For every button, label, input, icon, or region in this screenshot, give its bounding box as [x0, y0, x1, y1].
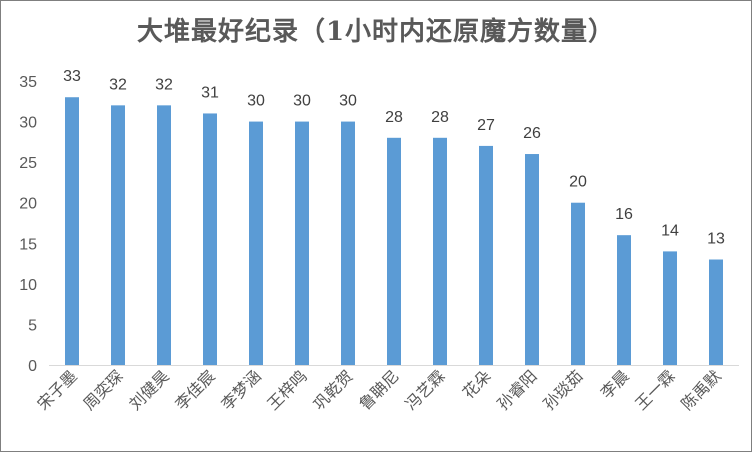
- category-label: 巩乾贺: [309, 366, 356, 413]
- chart-title: 大堆最好纪录（1小时内还原魔方数量）: [136, 17, 616, 47]
- bar: [341, 121, 355, 365]
- bar: [157, 105, 171, 365]
- bar: [663, 251, 677, 365]
- y-tick-label: 10: [19, 277, 37, 294]
- category-label: 花朵: [459, 366, 495, 402]
- y-tick-label: 20: [19, 196, 37, 213]
- data-label: 14: [661, 222, 679, 239]
- y-tick-label: 35: [19, 74, 37, 91]
- bar: [617, 235, 631, 365]
- category-label: 王一霖: [631, 366, 678, 413]
- data-label: 13: [707, 231, 725, 248]
- category-label: 孙睿阳: [493, 366, 540, 413]
- data-label: 32: [155, 76, 173, 93]
- category-label: 刘健昊: [125, 366, 172, 413]
- data-label: 30: [293, 93, 311, 110]
- data-label: 32: [109, 76, 127, 93]
- data-label: 31: [201, 84, 219, 101]
- bar: [433, 137, 447, 365]
- data-label: 16: [615, 206, 633, 223]
- data-label: 20: [569, 174, 587, 191]
- y-tick-label: 25: [19, 155, 37, 172]
- bar: [249, 121, 263, 365]
- category-label: 王梓鸣: [263, 366, 310, 413]
- data-label: 30: [339, 93, 357, 110]
- data-label: 30: [247, 93, 265, 110]
- y-tick-label: 5: [28, 317, 37, 334]
- bar: [111, 105, 125, 365]
- data-label: 26: [523, 125, 541, 142]
- data-label: 33: [63, 68, 81, 85]
- category-label: 李梦涵: [217, 366, 264, 413]
- category-label: 周奕琛: [79, 366, 126, 413]
- category-label: 宋子墨: [33, 366, 80, 413]
- bar: [571, 202, 585, 365]
- category-label: 鲁聃尼: [355, 366, 402, 413]
- bar: [525, 154, 539, 365]
- data-label: 28: [385, 109, 403, 126]
- bar: [203, 113, 217, 365]
- y-tick-label: 0: [28, 358, 37, 375]
- y-tick-label: 15: [19, 236, 37, 253]
- bar: [387, 137, 401, 365]
- category-label: 李晨: [597, 366, 633, 402]
- bar: [709, 259, 723, 365]
- y-tick-label: 30: [19, 115, 37, 132]
- category-label: 冯艺霖: [401, 366, 448, 413]
- bar: [479, 145, 493, 365]
- data-label: 27: [477, 117, 495, 134]
- bar: [65, 97, 79, 365]
- bar: [295, 121, 309, 365]
- data-label: 28: [431, 109, 449, 126]
- category-label: 孙琰茹: [539, 366, 586, 413]
- category-label: 陈禹默: [677, 366, 724, 413]
- category-label: 李佳宸: [171, 366, 218, 413]
